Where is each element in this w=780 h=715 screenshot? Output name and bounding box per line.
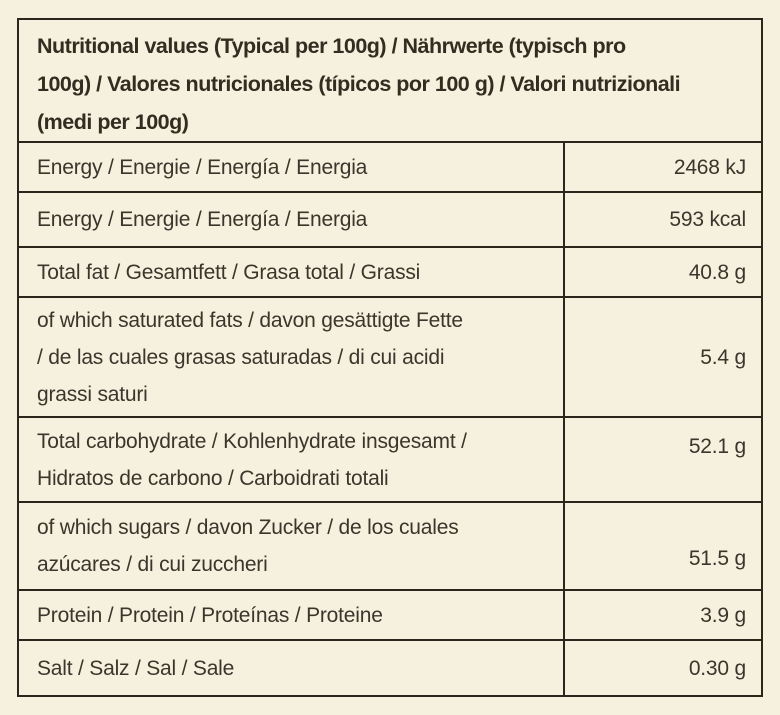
nutrient-value: 51.5 g xyxy=(563,503,761,589)
nutrient-value: 5.4 g xyxy=(563,298,761,416)
nutrient-label: of which saturated fats / davon gesättig… xyxy=(37,308,463,406)
table-title: Nutritional values (Typical per 100g) / … xyxy=(37,33,681,134)
nutrient-value: 2468 kJ xyxy=(563,143,761,191)
table-row-total-fat: Total fat / Gesamtfett / Grasa total / G… xyxy=(19,246,761,296)
table-row-carbohydrate: Total carbohydrate / Kohlenhydrate insge… xyxy=(19,416,761,501)
nutrient-label: Total carbohydrate / Kohlenhydrate insge… xyxy=(37,429,467,490)
table-row-protein: Protein / Protein / Proteínas / Proteine… xyxy=(19,589,761,639)
table-row-sugars: of which sugars / davon Zucker / de los … xyxy=(19,501,761,589)
nutrient-label: Protein / Protein / Proteínas / Proteine xyxy=(37,603,383,627)
nutrient-label: Total fat / Gesamtfett / Grasa total / G… xyxy=(37,260,421,284)
nutrient-value: 0.30 g xyxy=(563,641,761,695)
nutrient-label: Salt / Salz / Sal / Sale xyxy=(37,656,235,680)
nutrient-value: 3.9 g xyxy=(563,591,761,639)
nutrient-label: Energy / Energie / Energía / Energia xyxy=(37,208,368,231)
nutrient-value: 52.1 g xyxy=(563,418,761,501)
table-row-energy-kj: Energy / Energie / Energía / Energia 246… xyxy=(19,141,761,191)
nutrient-value: 593 kcal xyxy=(563,193,761,246)
table-row-saturated-fats: of which saturated fats / davon gesättig… xyxy=(19,296,761,416)
table-row-salt: Salt / Salz / Sal / Sale 0.30 g xyxy=(19,639,761,695)
nutrient-value: 40.8 g xyxy=(563,248,761,296)
table-row-energy-kcal: Energy / Energie / Energía / Energia 593… xyxy=(19,191,761,246)
nutrient-label: of which sugars / davon Zucker / de los … xyxy=(37,516,459,576)
nutrition-facts-table: Nutritional values (Typical per 100g) / … xyxy=(17,18,763,697)
nutrient-label: Energy / Energie / Energía / Energia xyxy=(37,155,368,179)
